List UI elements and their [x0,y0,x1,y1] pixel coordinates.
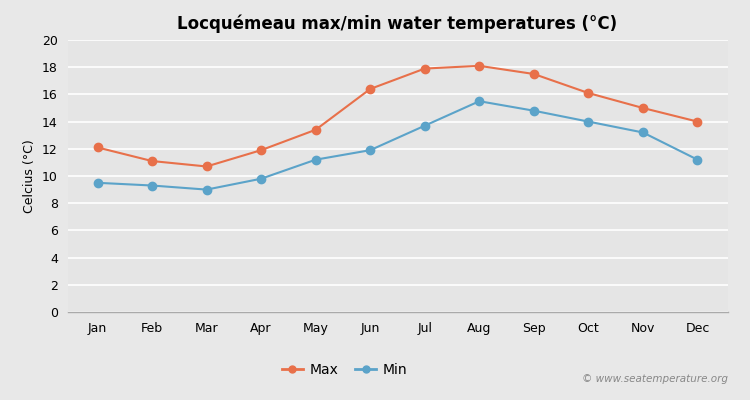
Text: © www.seatemperature.org: © www.seatemperature.org [581,374,728,384]
Max [256,148,265,152]
Title: Locquémeau max/min water temperatures (°C): Locquémeau max/min water temperatures (°… [178,14,617,33]
Y-axis label: Celcius (°C): Celcius (°C) [23,139,36,213]
Min [311,157,320,162]
Min [202,187,211,192]
Max [530,72,538,76]
Max [638,106,647,110]
Max [148,159,157,164]
Max [311,127,320,132]
Max [366,86,375,91]
Max [475,64,484,68]
Min [420,123,429,128]
Min [530,108,538,113]
Max [420,66,429,71]
Min [475,99,484,104]
Min [366,148,375,152]
Line: Min: Min [93,97,702,194]
Min [693,157,702,162]
Max [93,145,102,150]
Max [202,164,211,169]
Min [256,176,265,181]
Max [584,91,593,96]
Min [148,183,157,188]
Legend: Max, Min: Max, Min [276,357,413,382]
Line: Max: Max [93,62,702,171]
Min [638,130,647,135]
Min [584,119,593,124]
Min [93,180,102,185]
Max [693,119,702,124]
